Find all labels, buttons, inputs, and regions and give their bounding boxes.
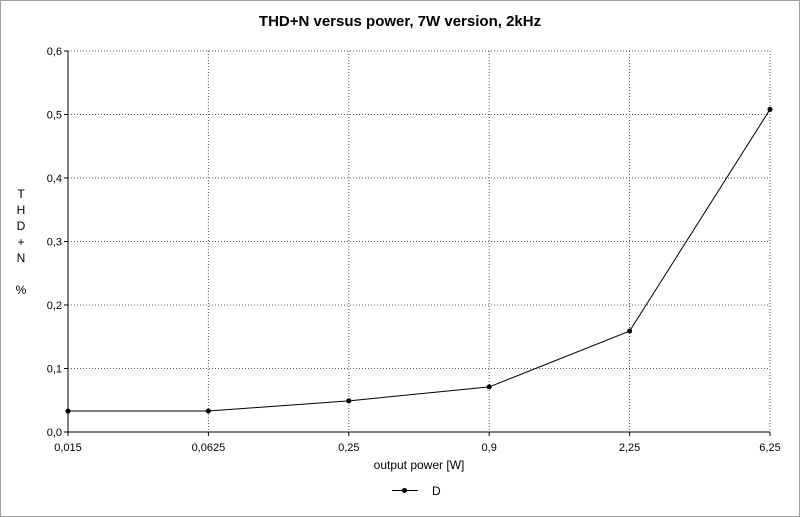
x-tick-label: 0,9 — [482, 442, 497, 454]
y-axis-label-char: % — [15, 283, 27, 297]
y-tick-label: 0,6 — [47, 46, 62, 58]
x-tick-label: 0,0625 — [192, 442, 226, 454]
data-point — [627, 328, 633, 334]
legend-dot-marker — [402, 488, 407, 493]
y-tick-label: 0,3 — [47, 237, 62, 249]
x-tick-label: 2,25 — [619, 442, 640, 454]
y-axis-label-char: T — [17, 187, 25, 201]
y-tick-label: 0,4 — [47, 173, 62, 185]
data-point — [346, 398, 352, 404]
data-point — [65, 408, 71, 414]
y-axis-label-char: + — [17, 235, 25, 249]
x-tick-label: 0,25 — [338, 442, 359, 454]
y-axis-label: T H D + N % — [14, 186, 28, 298]
data-point — [767, 106, 773, 112]
data-point — [486, 384, 492, 390]
y-tick-label: 0,1 — [47, 364, 62, 376]
x-axis-label: output power [W] — [373, 458, 465, 472]
legend-label: D — [432, 484, 441, 498]
y-tick-label: 0,2 — [47, 300, 62, 312]
y-tick-label: 0,5 — [47, 110, 62, 122]
x-tick-label: 0,015 — [54, 442, 82, 454]
data-point — [205, 408, 211, 414]
y-axis-label-char: H — [16, 203, 26, 217]
chart-title: THD+N versus power, 7W version, 2kHz — [258, 13, 542, 30]
series-line — [68, 109, 771, 412]
y-axis-label-char: N — [16, 251, 26, 265]
x-tick-label: 6,25 — [759, 442, 780, 454]
y-axis-label-char: D — [16, 219, 26, 233]
y-tick-label: 0,0 — [47, 427, 62, 439]
